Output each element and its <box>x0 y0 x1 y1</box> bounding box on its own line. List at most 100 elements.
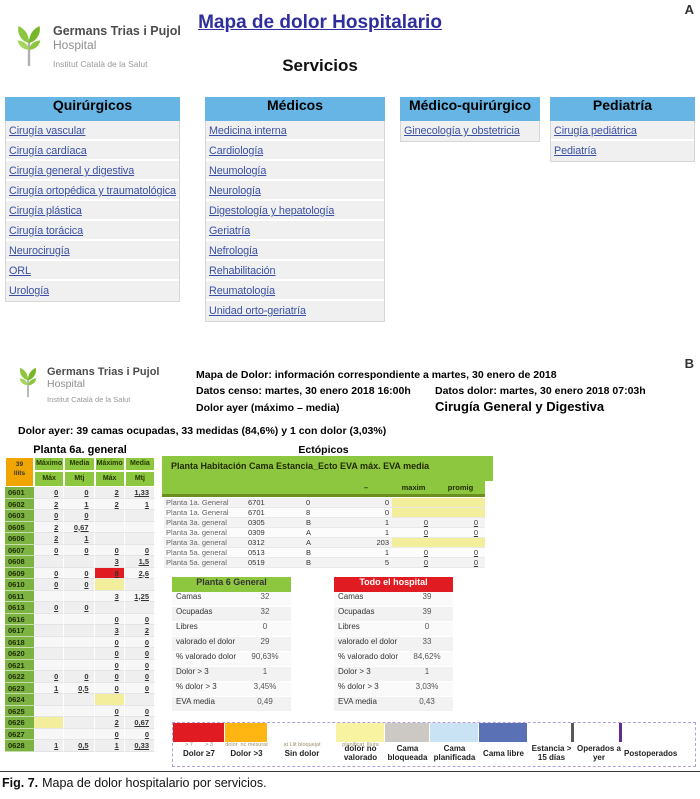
pain-value[interactable]: 0 <box>114 729 119 739</box>
eva-mean-cell[interactable] <box>437 508 485 517</box>
pain-value-cell[interactable]: 1,25 <box>124 590 155 602</box>
eva-mean-cell[interactable]: 0 <box>437 548 485 557</box>
pain-value[interactable]: 0 <box>114 660 119 670</box>
eva-mean-value[interactable]: 0 <box>473 518 478 527</box>
pain-value-cell[interactable] <box>34 625 65 637</box>
pain-value[interactable]: 0 <box>144 660 149 670</box>
pain-value-cell[interactable] <box>64 648 95 660</box>
pain-value-cell[interactable] <box>64 694 95 706</box>
pain-value-cell[interactable]: 0 <box>34 544 65 556</box>
pain-value-cell[interactable] <box>94 521 125 533</box>
pain-value[interactable]: 2 <box>54 534 59 543</box>
pain-value-cell[interactable] <box>34 728 65 740</box>
pain-value-cell[interactable] <box>34 648 65 660</box>
pain-value-cell[interactable] <box>124 694 155 706</box>
pain-value[interactable]: 0 <box>54 672 59 681</box>
eva-mean-value[interactable]: 0 <box>473 528 478 537</box>
pain-value[interactable]: 0,33 <box>134 741 149 750</box>
eva-max-cell[interactable]: 0 <box>392 518 437 527</box>
service-link[interactable]: Cirugía general y digestiva <box>9 165 135 177</box>
pain-value-cell[interactable] <box>34 705 65 717</box>
pain-value-cell[interactable]: 0 <box>94 544 125 556</box>
pain-value-cell[interactable]: 0 <box>34 602 65 614</box>
service-link-row[interactable]: Cirugía general y digestiva <box>6 161 179 181</box>
pain-value[interactable]: 0 <box>144 729 149 739</box>
pain-value[interactable]: 0 <box>114 637 119 647</box>
pain-value[interactable]: 2 <box>114 499 119 509</box>
pain-value-cell[interactable] <box>64 556 95 568</box>
eva-mean-cell[interactable] <box>437 498 485 507</box>
pain-value[interactable]: 0 <box>144 614 149 624</box>
pain-value[interactable]: 0,67 <box>73 522 89 532</box>
eva-mean-cell[interactable] <box>437 538 485 547</box>
pain-value-cell[interactable]: 0,5 <box>64 682 95 694</box>
pain-value-cell[interactable]: 0 <box>34 487 65 499</box>
service-link-row[interactable]: Geriatría <box>206 221 384 241</box>
service-link[interactable]: Geriatría <box>209 225 251 237</box>
pain-value[interactable]: 0 <box>144 672 149 681</box>
service-link[interactable]: Cirugía pediátrica <box>554 125 637 137</box>
pain-value-cell[interactable]: 0 <box>124 728 155 740</box>
pain-value[interactable]: 0 <box>54 603 59 612</box>
pain-value[interactable]: 0 <box>84 488 89 497</box>
pain-value-cell[interactable] <box>34 613 65 625</box>
service-link[interactable]: Cirugía plástica <box>9 205 82 217</box>
pain-value-cell[interactable]: 1,33 <box>124 487 155 499</box>
pain-value-cell[interactable] <box>64 590 95 602</box>
pain-value-cell[interactable]: 2,6 <box>124 567 155 579</box>
service-link-row[interactable]: Cirugía plástica <box>6 201 179 221</box>
pain-value[interactable]: 0,5 <box>78 741 89 750</box>
pain-value-cell[interactable]: 0 <box>94 671 125 683</box>
pain-value-cell[interactable]: 8 <box>94 567 125 579</box>
service-link[interactable]: Unidad orto-geriatría <box>209 305 306 317</box>
service-link[interactable]: Digestología y hepatología <box>209 205 335 217</box>
pain-value[interactable]: 2,6 <box>138 568 149 578</box>
pain-value-cell[interactable]: 2 <box>94 498 125 510</box>
service-link-row[interactable]: Neumología <box>206 161 384 181</box>
pain-value-cell[interactable] <box>124 510 155 522</box>
pain-value-cell[interactable]: 0 <box>124 682 155 694</box>
pain-value[interactable]: 3 <box>114 626 119 635</box>
pain-value-cell[interactable] <box>124 533 155 545</box>
pain-value[interactable]: 0 <box>84 603 89 612</box>
pain-value-cell[interactable] <box>34 659 65 671</box>
eva-max-cell[interactable] <box>392 498 437 507</box>
pain-value-cell[interactable] <box>94 579 125 591</box>
pain-value-cell[interactable]: 3 <box>94 590 125 602</box>
pain-value-cell[interactable]: 0 <box>94 705 125 717</box>
pain-value-cell[interactable] <box>64 636 95 648</box>
pain-value-cell[interactable]: 0 <box>124 544 155 556</box>
pain-value[interactable]: 1 <box>84 499 89 509</box>
pain-value-cell[interactable]: 0 <box>64 602 95 614</box>
pain-value-cell[interactable]: 1 <box>94 740 125 752</box>
pain-value[interactable]: 0,67 <box>134 718 149 727</box>
pain-value[interactable]: 0 <box>54 545 59 555</box>
pain-value-cell[interactable]: 2 <box>94 717 125 729</box>
pain-value-cell[interactable]: 1 <box>34 682 65 694</box>
pain-value[interactable]: 0 <box>114 672 119 681</box>
service-link-row[interactable]: Reumatología <box>206 281 384 301</box>
pain-value-cell[interactable] <box>34 694 65 706</box>
pain-value[interactable]: 1 <box>144 499 149 509</box>
pain-value-cell[interactable]: 0 <box>64 510 95 522</box>
pain-value[interactable]: 0 <box>84 580 89 589</box>
pain-value-cell[interactable] <box>64 705 95 717</box>
pain-value-cell[interactable] <box>64 728 95 740</box>
pain-value[interactable]: 2 <box>54 522 59 532</box>
eva-mean-cell[interactable]: 0 <box>437 518 485 527</box>
pain-value-cell[interactable]: 0 <box>94 648 125 660</box>
pain-value-cell[interactable]: 0 <box>124 705 155 717</box>
service-link[interactable]: Medicina interna <box>209 125 287 137</box>
pain-value-cell[interactable]: 0,33 <box>124 740 155 752</box>
pain-value-cell[interactable]: 2 <box>94 487 125 499</box>
service-link-row[interactable]: Ginecología y obstetricia <box>401 121 539 141</box>
pain-value-cell[interactable]: 0,5 <box>64 740 95 752</box>
service-link[interactable]: Cardiología <box>209 145 264 157</box>
pain-value[interactable]: 0,5 <box>78 683 89 693</box>
service-link-row[interactable]: Urología <box>6 281 179 301</box>
service-link-row[interactable]: Cirugía ortopédica y traumatológica <box>6 181 179 201</box>
pain-value-cell[interactable] <box>34 590 65 602</box>
pain-value-cell[interactable] <box>34 556 65 568</box>
pain-value-cell[interactable]: 0 <box>94 728 125 740</box>
pain-value[interactable]: 0 <box>114 545 119 555</box>
